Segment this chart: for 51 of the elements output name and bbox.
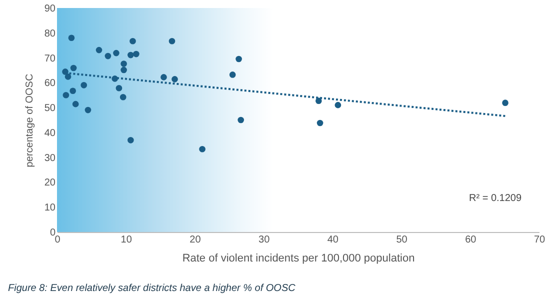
- point: [229, 72, 236, 78]
- point: [120, 94, 126, 100]
- point: [113, 50, 120, 56]
- y-tick-label: 60: [44, 78, 56, 90]
- y-tick-label: 0: [50, 228, 56, 238]
- x-tick-label: 10: [120, 234, 132, 246]
- point: [64, 74, 72, 80]
- y-tick-label: 70: [44, 53, 56, 64]
- point: [62, 92, 70, 98]
- x-axis-title: Rate of violent incidents per 100,000 population: [182, 252, 415, 264]
- point: [68, 34, 75, 42]
- point: [172, 76, 178, 82]
- caption: Figure 8: Even relatively safer districts have a higher % of OOSC: [8, 283, 296, 294]
- point: [168, 38, 176, 44]
- point: [80, 82, 88, 88]
- point: [72, 100, 79, 108]
- y-tick-label: 20: [44, 178, 56, 189]
- x-tick-label: 60: [465, 234, 477, 246]
- point: [238, 116, 244, 124]
- x-tick-label: 70: [534, 234, 546, 246]
- x-tick-label: 20: [190, 234, 202, 246]
- point: [120, 60, 127, 67]
- point: [104, 52, 112, 60]
- y-tick-label: 40: [44, 128, 56, 139]
- x-tick-label: 30: [258, 234, 270, 246]
- point: [316, 120, 324, 126]
- x-tick-label: 50: [396, 234, 408, 246]
- y-tick-label: 30: [44, 152, 56, 164]
- point: [96, 46, 102, 54]
- point: [315, 98, 322, 104]
- y-tick-label: 80: [44, 28, 56, 40]
- y-tick-label: 10: [44, 202, 56, 214]
- point: [502, 100, 508, 106]
- point: [128, 137, 134, 144]
- point: [334, 102, 342, 108]
- point: [70, 64, 77, 72]
- y-tick-label: 90: [44, 4, 56, 14]
- point: [128, 52, 134, 58]
- point: [133, 50, 140, 58]
- x-tick-label: 40: [327, 234, 339, 246]
- y-tick-label: 50: [44, 103, 56, 114]
- point: [130, 38, 136, 44]
- point: [84, 106, 92, 114]
- point: [116, 84, 122, 92]
- point: [160, 74, 167, 80]
- point: [70, 88, 76, 94]
- y-axis-title: percentage of OOSC: [24, 74, 36, 168]
- point: [199, 146, 206, 152]
- annotation: R² = 0.1209: [469, 193, 522, 204]
- point: [120, 66, 127, 74]
- point: [236, 56, 242, 62]
